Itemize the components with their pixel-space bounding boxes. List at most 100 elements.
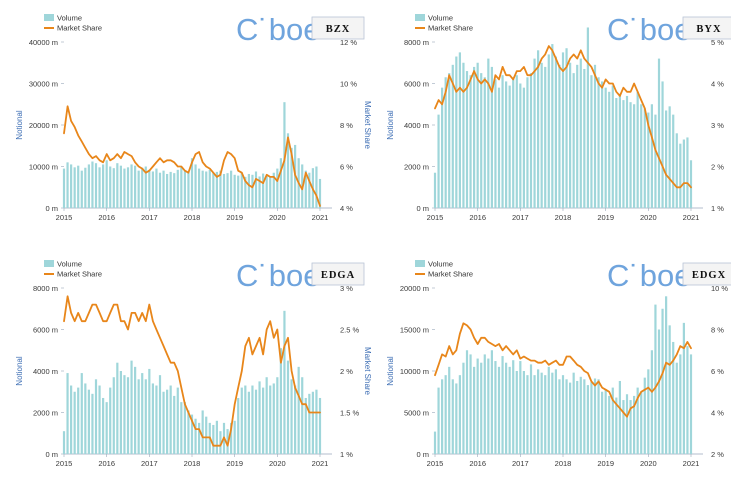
volume-bar (308, 172, 311, 208)
volume-bar (597, 77, 600, 209)
volume-bar (201, 410, 204, 454)
volume-bar (455, 383, 458, 454)
volume-bar (237, 397, 240, 454)
left-tick-label: 0 m (416, 204, 429, 213)
right-tick-label: 3 % (711, 121, 724, 130)
volume-bar (433, 172, 437, 208)
volume-bar (657, 58, 661, 208)
volume-bar (173, 395, 176, 454)
volume-bar (258, 176, 261, 208)
volume-bar (444, 375, 447, 454)
left-tick-label: 15000 m (400, 326, 429, 335)
volume-bar (286, 360, 290, 454)
legend-volume-label: Volume (428, 260, 453, 269)
left-tick-label: 4000 m (33, 367, 58, 376)
volume-bar (497, 87, 501, 208)
volume-bars (62, 310, 322, 454)
volume-bar (629, 102, 632, 208)
volume-bar (601, 81, 604, 208)
x-tick-label: 2021 (683, 459, 700, 468)
legend-market-share-label: Market Share (428, 24, 473, 33)
volume-bar (286, 133, 290, 208)
volume-bar (91, 393, 94, 454)
legend-volume-swatch (44, 14, 54, 21)
volume-bar (265, 377, 268, 454)
cboe-logo: C˙boe (236, 258, 320, 293)
right-tick-label: 12 % (340, 38, 357, 47)
volume-bar (636, 91, 639, 208)
x-tick-label: 2017 (512, 213, 529, 222)
volume-bar (590, 75, 593, 208)
volume-bar (198, 168, 201, 208)
volume-bar (318, 397, 322, 454)
legend-volume-swatch (415, 260, 425, 267)
volume-bar (166, 389, 169, 454)
volume-bar (77, 387, 80, 454)
volume-bar (476, 358, 479, 454)
volume-bar (668, 325, 671, 454)
legend-volume-label: Volume (428, 14, 453, 23)
volume-bar (84, 383, 87, 454)
volume-bar (579, 376, 582, 454)
volume-bar (66, 373, 69, 454)
volume-bar (137, 170, 140, 208)
volume-bar (625, 394, 629, 454)
volume-bar (198, 422, 201, 454)
volume-bar (537, 369, 540, 454)
volume-bar (576, 64, 579, 208)
volume-bar (315, 389, 318, 454)
volume-bar (123, 168, 126, 208)
x-tick-label: 2015 (56, 459, 73, 468)
volume-bar (70, 164, 73, 208)
market-share-line (434, 322, 692, 418)
volume-bar (134, 366, 137, 454)
right-tick-label: 10 % (711, 284, 728, 293)
x-tick-label: 2019 (226, 213, 243, 222)
volume-bar (686, 346, 689, 454)
volume-bar (583, 379, 586, 454)
volume-bar (579, 58, 582, 208)
volume-bar (586, 27, 589, 208)
volume-bar (611, 85, 614, 208)
volume-bars (62, 102, 322, 208)
volume-bar (451, 64, 454, 208)
volume-bar (544, 66, 547, 209)
volume-bar (533, 375, 536, 454)
volume-bar (672, 114, 675, 208)
volume-bar (583, 68, 586, 208)
volume-bar (465, 71, 469, 208)
volume-bar (304, 170, 307, 208)
chart-panel-edgx: C˙boe EDGX Volume Market Share 0 m 5000 m 1000… (371, 246, 731, 486)
volume-bar (94, 379, 98, 454)
volume-bar (576, 380, 579, 454)
left-axis-title: Notional (386, 110, 395, 140)
right-tick-label: 1 % (711, 204, 724, 213)
legend-volume-swatch (415, 14, 425, 21)
volume-bar (561, 52, 565, 208)
volume-bar (554, 369, 557, 454)
volume-bar (515, 371, 518, 454)
volume-bar (205, 416, 208, 454)
volume-bar (469, 354, 472, 454)
left-tick-label: 0 m (45, 450, 58, 459)
volume-bar (608, 395, 611, 454)
volume-bar (87, 389, 90, 454)
volume-bar (169, 171, 172, 208)
right-tick-label: 8 % (711, 326, 724, 335)
volume-bar (208, 169, 211, 208)
volume-bar (151, 171, 154, 208)
volume-bar (62, 168, 66, 208)
volume-bar (304, 397, 307, 454)
right-tick-label: 6 % (711, 367, 724, 376)
right-axis-title: Market Share (363, 347, 372, 396)
volume-bar (462, 362, 465, 454)
volume-bar (176, 169, 179, 208)
volume-bar (212, 172, 215, 208)
volume-bar (622, 100, 625, 208)
volume-bar (526, 77, 529, 209)
volume-bar (540, 372, 543, 454)
volume-bar (668, 106, 671, 208)
volume-bar (126, 377, 130, 454)
volume-bar (561, 375, 565, 454)
